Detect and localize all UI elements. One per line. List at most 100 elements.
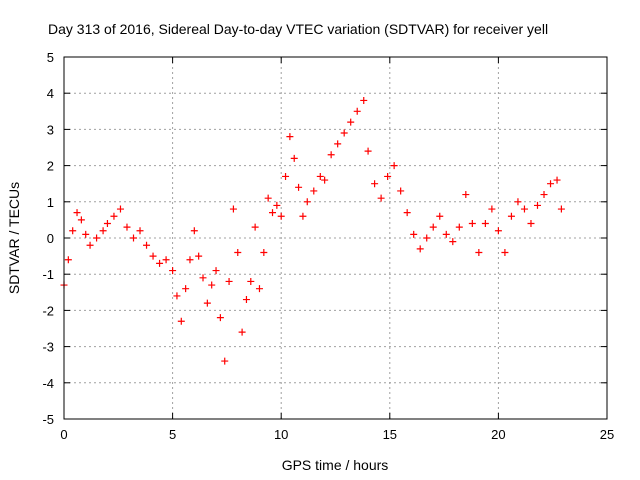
data-point (273, 201, 281, 209)
y-tick-label: 4 (47, 86, 54, 101)
data-point (260, 248, 268, 256)
data-point (527, 220, 535, 228)
data-point (481, 220, 489, 228)
data-point (514, 198, 522, 206)
data-point (286, 133, 294, 141)
data-point (290, 154, 298, 162)
data-point (303, 198, 311, 206)
data-point (195, 252, 203, 260)
x-tick-label: 0 (60, 427, 67, 442)
data-point (86, 241, 94, 249)
data-point (110, 212, 118, 220)
data-point (397, 187, 405, 195)
y-tick-label: 5 (47, 50, 54, 65)
data-point (199, 274, 207, 282)
y-tick-label: -4 (42, 376, 54, 391)
gridlines (64, 57, 607, 419)
data-point (136, 227, 144, 235)
data-point (468, 220, 476, 228)
data-point (216, 314, 224, 322)
y-tick-label: -1 (42, 267, 54, 282)
data-point (242, 296, 250, 304)
data-point (475, 248, 483, 256)
data-point (462, 191, 470, 199)
data-point (190, 227, 198, 235)
x-tick-label: 20 (491, 427, 505, 442)
data-point (264, 194, 272, 202)
data-point (449, 238, 457, 246)
data-point (173, 292, 181, 300)
data-point (295, 183, 303, 191)
data-point (69, 227, 77, 235)
data-point (384, 172, 392, 180)
data-point (501, 248, 509, 256)
data-point (436, 212, 444, 220)
x-tick-label: 5 (169, 427, 176, 442)
data-point (162, 256, 170, 264)
chart-title: Day 313 of 2016, Sidereal Day-to-day VTE… (48, 21, 548, 37)
data-point (73, 209, 81, 217)
x-tick-label: 10 (274, 427, 288, 442)
data-point (82, 230, 90, 238)
data-point (203, 299, 211, 307)
data-point (553, 176, 561, 184)
data-point (334, 140, 342, 148)
data-point (149, 252, 157, 260)
data-point (247, 277, 255, 285)
data-point (310, 187, 318, 195)
data-point (208, 281, 216, 289)
data-point (540, 191, 548, 199)
data-point (255, 285, 263, 293)
data-point (403, 209, 411, 217)
data-point (212, 267, 220, 275)
data-point (103, 220, 111, 228)
data-point (156, 259, 164, 267)
data-point (116, 205, 124, 213)
data-point (186, 256, 194, 264)
data-point (143, 241, 151, 249)
data-point (99, 227, 107, 235)
data-point (316, 172, 324, 180)
data-point (390, 162, 398, 170)
data-point (371, 180, 379, 188)
x-tick-label: 15 (383, 427, 397, 442)
data-point (225, 277, 233, 285)
data-point (269, 209, 277, 217)
data-point (507, 212, 515, 220)
data-point (423, 234, 431, 242)
data-point (77, 216, 85, 224)
y-tick-label: 3 (47, 122, 54, 137)
data-point (64, 256, 72, 264)
data-point (340, 129, 348, 137)
data-point (347, 118, 355, 126)
y-tick-label: -3 (42, 340, 54, 355)
data-point (327, 151, 335, 159)
y-tick-label: 1 (47, 195, 54, 210)
data-point (93, 234, 101, 242)
data-point (416, 245, 424, 253)
data-point (533, 201, 541, 209)
data-point (353, 107, 361, 115)
y-tick-label: 2 (47, 159, 54, 174)
data-point (364, 147, 372, 155)
data-point (177, 317, 185, 325)
data-point (182, 285, 190, 293)
data-point (321, 176, 329, 184)
data-point (229, 205, 237, 213)
y-axis-label: SDTVAR / TECUs (6, 182, 22, 294)
data-point (360, 96, 368, 104)
data-point (251, 223, 259, 231)
data-point (488, 205, 496, 213)
data-point (130, 234, 138, 242)
data-point (520, 205, 528, 213)
data-point (221, 357, 229, 365)
y-tick-label: 0 (47, 231, 54, 246)
data-point (282, 172, 290, 180)
data-point (299, 212, 307, 220)
data-points (60, 96, 565, 365)
data-point (234, 248, 242, 256)
data-point (442, 230, 450, 238)
data-point (123, 223, 131, 231)
data-point (429, 223, 437, 231)
